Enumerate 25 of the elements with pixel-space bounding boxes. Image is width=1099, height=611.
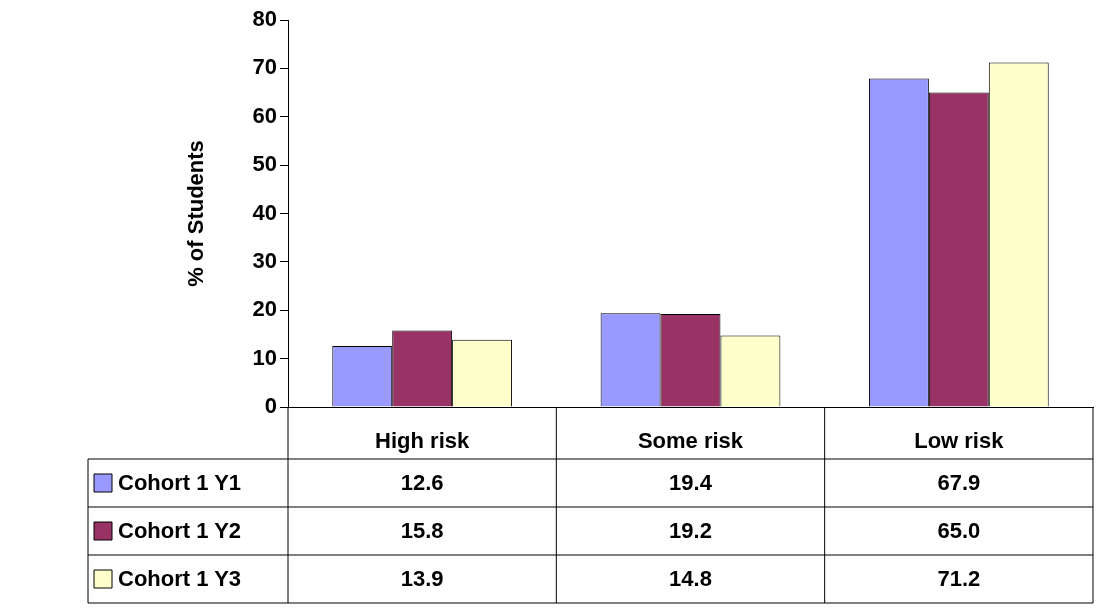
y-tick-label: 80 [252,6,277,32]
data-label: 71.2 [937,566,981,592]
legend-label: Cohort 1 Y1 [118,470,242,496]
y-tick-label: 0 [264,393,277,419]
data-label: 13.9 [400,566,444,592]
data-label: 14.8 [669,566,712,592]
y-tick-label: 20 [252,296,277,322]
y-tick-label: 40 [252,199,277,225]
x-tick-label: Some risk [637,428,744,454]
x-tick-label: High risk [375,428,470,454]
legend-label: Cohort 1 Y3 [118,566,242,592]
x-tick-label: Low risk [914,428,1005,454]
data-label: 19.4 [669,470,713,496]
y-tick-label: 10 [252,344,277,370]
y-tick-label: 30 [252,247,277,273]
data-label: 19.2 [669,518,712,544]
y-tick-label: 50 [252,151,277,177]
legend-label: Cohort 1 Y2 [118,518,242,544]
y-tick-label: 60 [252,102,277,128]
data-label: 67.9 [937,470,981,496]
y-axis-title: % of Students [183,140,209,287]
y-tick-label: 70 [252,54,277,80]
data-label: 12.6 [400,470,444,496]
data-label: 15.8 [400,518,444,544]
data-label: 65.0 [937,518,981,544]
